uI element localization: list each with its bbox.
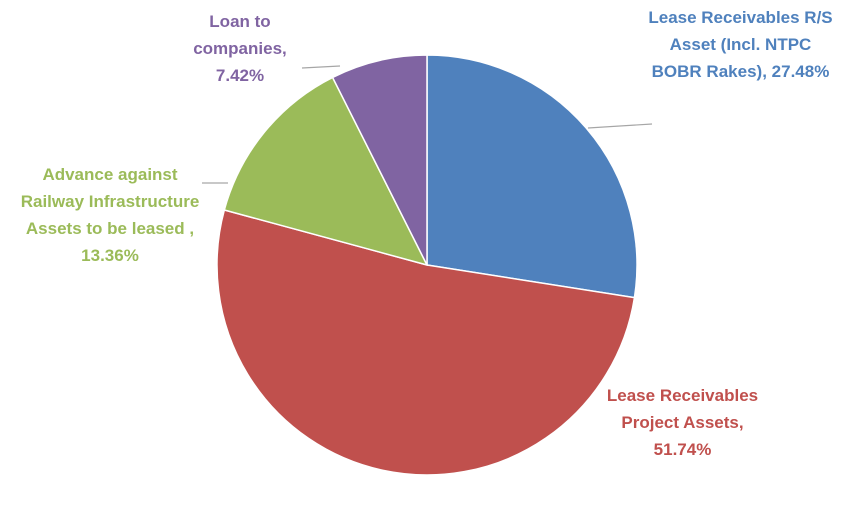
pie-slice xyxy=(223,76,429,267)
label-category: Loan to companies, xyxy=(193,12,287,58)
leader-line xyxy=(587,123,653,129)
label-category: Lease Receivables R/S Asset (Incl. NTPC … xyxy=(648,8,833,81)
pie-slice xyxy=(216,209,636,476)
label-value: 27.48% xyxy=(771,62,830,81)
data-label: Loan to companies, 7.42% xyxy=(180,8,300,89)
leader-line xyxy=(301,65,341,69)
leader-lines xyxy=(202,65,653,184)
data-label: Lease Receivables R/S Asset (Incl. NTPC … xyxy=(648,4,833,85)
data-label: Advance against Railway Infrastructure A… xyxy=(12,161,208,269)
pie-slice xyxy=(426,54,638,299)
pie-slice xyxy=(331,54,428,266)
label-value: 51.74% xyxy=(653,440,712,459)
label-value: 13.36% xyxy=(81,246,139,265)
data-label: Lease Receivables Project Assets, 51.74% xyxy=(595,382,770,463)
label-category: Lease Receivables Project Assets, xyxy=(606,386,759,432)
pie xyxy=(216,54,638,476)
label-value: 7.42% xyxy=(215,66,265,85)
label-category: Advance against Railway Infrastructure A… xyxy=(20,165,200,238)
